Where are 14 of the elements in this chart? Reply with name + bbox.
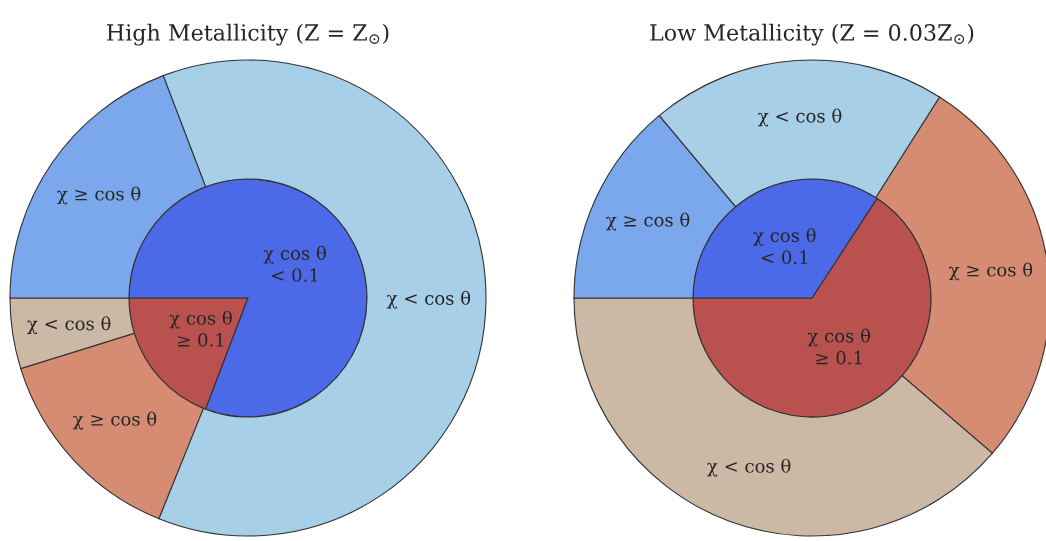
chart-title: Low Metallicity (Z = 0.03Z$_{⊙}$) [650,23,974,46]
data-label: χ ≥ cos θ [73,411,157,430]
data-label: χ < cos θ [758,108,842,127]
data-label: χ ≥ cos θ [948,262,1033,281]
data-label: χ cos θ ≥ 0.1 [169,310,232,347]
data-label: χ ≥ cos θ [57,186,141,205]
data-label: χ < cos θ [386,290,471,309]
data-label: χ ≥ cos θ [606,212,690,231]
data-label: χ cos θ ≥ 0.1 [807,328,871,365]
data-label: χ cos θ < 0.1 [753,228,816,265]
chart-title: High Metallicity (Z = Z$_{⊙}$) [107,23,389,46]
data-label: χ < cos θ [707,458,791,477]
data-label: χ < cos θ [27,316,111,335]
data-label: χ cos θ < 0.1 [263,245,326,282]
